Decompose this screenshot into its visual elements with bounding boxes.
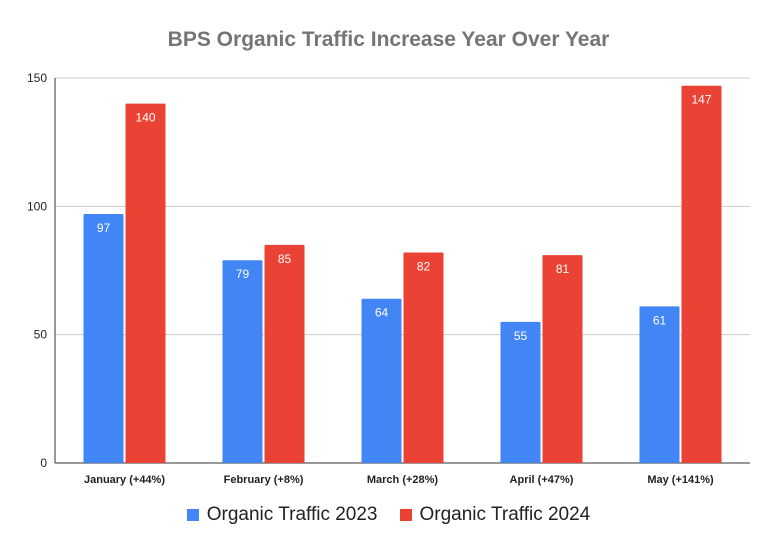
y-tick-label: 100 xyxy=(27,199,47,213)
legend-swatch-2023 xyxy=(186,509,199,521)
x-tick-label: April (+47%) xyxy=(510,474,574,486)
data-label: 55 xyxy=(514,329,528,343)
bar-2024 xyxy=(403,252,444,463)
legend-label-2024: Organic Traffic 2024 xyxy=(419,504,591,525)
x-tick-label: May (+141%) xyxy=(647,474,714,486)
x-tick-label: March (+28%) xyxy=(367,474,439,486)
y-tick-label: 150 xyxy=(27,71,47,85)
data-label: 85 xyxy=(278,252,292,266)
x-tick-label: January (+44%) xyxy=(84,474,165,486)
bar-2024 xyxy=(125,103,166,464)
legend: Organic Traffic 2023 Organic Traffic 202… xyxy=(0,504,777,526)
legend-swatch-2024 xyxy=(399,509,412,521)
data-label: 79 xyxy=(236,267,250,281)
bar-2023 xyxy=(639,306,680,463)
data-label: 97 xyxy=(97,221,111,235)
legend-item-2023: Organic Traffic 2023 xyxy=(186,504,378,526)
data-label: 147 xyxy=(691,93,711,107)
legend-item-2024: Organic Traffic 2024 xyxy=(399,504,591,526)
x-tick-label: February (+8%) xyxy=(224,474,304,486)
bar-2024 xyxy=(542,255,583,463)
bar-2023 xyxy=(361,298,402,463)
y-tick-label: 50 xyxy=(34,328,48,342)
data-label: 82 xyxy=(417,260,431,274)
chart-title: BPS Organic Traffic Increase Year Over Y… xyxy=(167,28,610,51)
data-label: 81 xyxy=(556,262,570,276)
bar-2023 xyxy=(222,260,263,463)
legend-label-2023: Organic Traffic 2023 xyxy=(206,504,378,525)
y-tick-label: 0 xyxy=(40,456,47,470)
bar-2024 xyxy=(681,85,722,463)
data-label: 140 xyxy=(135,111,155,125)
bar-2023 xyxy=(500,321,541,463)
bar-2023 xyxy=(83,214,124,463)
data-label: 64 xyxy=(375,306,389,320)
data-label: 61 xyxy=(653,313,667,327)
bar-2024 xyxy=(264,244,305,463)
